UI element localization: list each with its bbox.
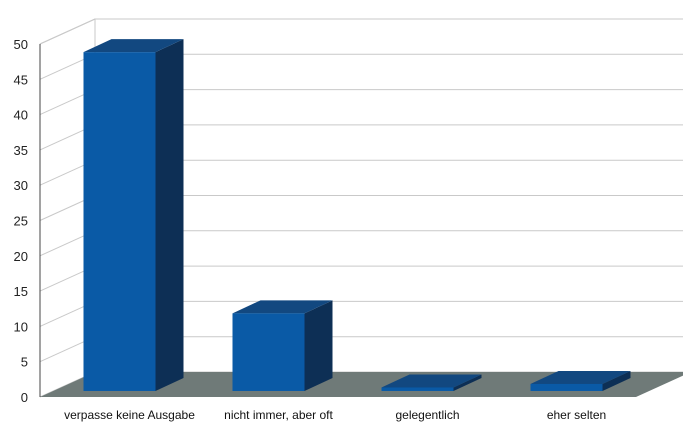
bar-top <box>381 374 482 388</box>
bars <box>83 39 631 392</box>
floor-plane <box>40 372 683 397</box>
y-tick-label: 35 <box>14 143 28 158</box>
bar <box>530 370 631 391</box>
bar-side <box>155 39 184 392</box>
y-tick-label: 30 <box>14 178 28 193</box>
y-axis: 0 5 10 15 20 25 30 35 40 45 50 <box>14 37 41 405</box>
y-tick-label: 10 <box>14 319 28 334</box>
y-tick-label: 0 <box>21 390 28 405</box>
x-tick-label: gelegentlich <box>395 408 459 422</box>
y-tick-label: 45 <box>14 72 28 87</box>
bar-top <box>232 300 333 314</box>
x-tick-label: eher selten <box>547 408 606 422</box>
bar-side <box>304 300 333 391</box>
bar-top <box>530 370 631 384</box>
gridline-side <box>39 18 96 45</box>
bar-side <box>453 374 482 391</box>
y-tick-label: 40 <box>14 108 28 123</box>
y-tick-label: 25 <box>14 214 28 229</box>
x-tick-label: verpasse keine Ausgabe <box>64 408 195 422</box>
bar <box>232 300 333 391</box>
x-axis: verpasse keine Ausgabe nicht immer, aber … <box>64 408 606 422</box>
chart-floor <box>40 372 683 397</box>
x-tick-label: nicht immer, aber oft <box>224 408 333 422</box>
y-tick-label: 5 <box>21 355 28 370</box>
bar-top <box>83 39 184 53</box>
bar-front <box>83 52 156 392</box>
y-tick-label: 20 <box>14 249 28 264</box>
bar-front <box>381 387 454 391</box>
bar-front <box>530 383 603 391</box>
y-tick-label: 50 <box>14 37 28 52</box>
bar <box>381 374 482 391</box>
bar-front <box>232 313 305 391</box>
bar-side <box>602 370 631 391</box>
y-tick-label: 15 <box>14 284 28 299</box>
bar <box>83 39 184 392</box>
